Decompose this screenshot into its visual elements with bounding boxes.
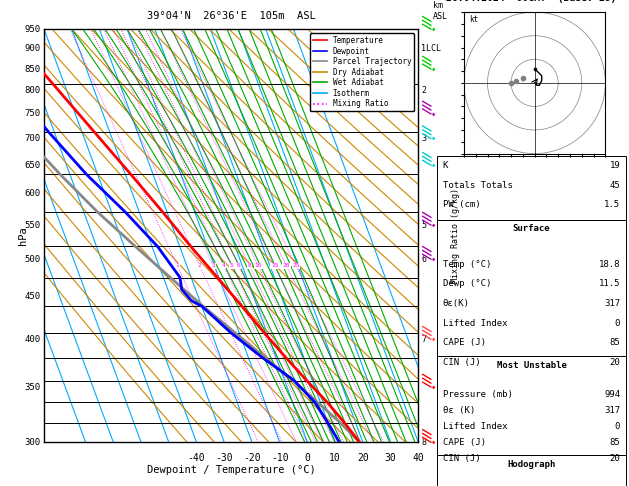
Text: 3: 3 — [212, 263, 216, 268]
Text: -10: -10 — [271, 453, 289, 463]
Text: K: K — [443, 161, 448, 170]
Text: 10: 10 — [329, 453, 341, 463]
Text: 85: 85 — [610, 338, 620, 347]
Text: 650: 650 — [24, 161, 40, 170]
Text: -20: -20 — [243, 453, 261, 463]
Text: 45: 45 — [610, 180, 620, 190]
Text: 550: 550 — [24, 221, 40, 229]
Text: 10: 10 — [255, 263, 262, 268]
Text: 18.8: 18.8 — [599, 260, 620, 269]
Text: ◆: ◆ — [432, 67, 436, 71]
Text: km
ASL: km ASL — [433, 1, 448, 21]
Text: ◆: ◆ — [432, 111, 436, 116]
Text: Totals Totals: Totals Totals — [443, 180, 513, 190]
Text: Pressure (mb): Pressure (mb) — [443, 390, 513, 399]
Text: 8: 8 — [248, 263, 252, 268]
Text: Mixing Ratio (g/kg): Mixing Ratio (g/kg) — [451, 188, 460, 283]
Text: kt: kt — [469, 15, 478, 24]
Text: 8: 8 — [421, 438, 426, 447]
Text: 900: 900 — [24, 44, 40, 53]
Text: 0: 0 — [615, 319, 620, 328]
Text: Lifted Index: Lifted Index — [443, 422, 508, 431]
Text: 39°04'N  26°36'E  105m  ASL: 39°04'N 26°36'E 105m ASL — [147, 11, 316, 21]
Text: 20: 20 — [283, 263, 290, 268]
Text: 20: 20 — [610, 358, 620, 367]
Text: θε (K): θε (K) — [443, 406, 475, 415]
Text: Hodograph: Hodograph — [508, 460, 555, 469]
Text: 5: 5 — [421, 221, 426, 229]
Text: 500: 500 — [24, 255, 40, 264]
Text: 0: 0 — [304, 453, 310, 463]
Text: Surface: Surface — [513, 225, 550, 233]
Text: ◆: ◆ — [432, 440, 436, 445]
Text: 6: 6 — [237, 263, 240, 268]
Text: 4: 4 — [222, 263, 226, 268]
Text: hPa: hPa — [18, 226, 28, 245]
Text: 5: 5 — [230, 263, 234, 268]
Text: Dewp (°C): Dewp (°C) — [443, 279, 491, 288]
Text: 30: 30 — [385, 453, 396, 463]
Text: ◆: ◆ — [432, 384, 436, 389]
Text: Most Unstable: Most Unstable — [496, 361, 567, 370]
Text: θε(K): θε(K) — [443, 299, 470, 308]
Text: Lifted Index: Lifted Index — [443, 319, 508, 328]
Text: 750: 750 — [24, 109, 40, 119]
Text: 11.5: 11.5 — [599, 279, 620, 288]
Text: 350: 350 — [24, 382, 40, 392]
Text: Dewpoint / Temperature (°C): Dewpoint / Temperature (°C) — [147, 465, 316, 475]
Text: 85: 85 — [610, 438, 620, 447]
Text: 1: 1 — [175, 263, 179, 268]
Text: ◆: ◆ — [432, 27, 436, 32]
Text: CIN (J): CIN (J) — [443, 454, 481, 463]
Text: 317: 317 — [604, 299, 620, 308]
Text: CAPE (J): CAPE (J) — [443, 338, 486, 347]
Text: ◆: ◆ — [432, 136, 436, 141]
Text: CAPE (J): CAPE (J) — [443, 438, 486, 447]
Text: 7: 7 — [421, 335, 426, 344]
Text: ⚡: ⚡ — [513, 81, 516, 86]
Text: ◆: ◆ — [432, 337, 436, 342]
Text: 19: 19 — [610, 161, 620, 170]
Text: ◆: ◆ — [432, 223, 436, 227]
Text: Temp (°C): Temp (°C) — [443, 260, 491, 269]
Text: ◆: ◆ — [432, 163, 436, 168]
Text: 20: 20 — [357, 453, 369, 463]
Text: 2: 2 — [198, 263, 202, 268]
Text: 600: 600 — [24, 190, 40, 198]
Text: ⚡: ⚡ — [521, 79, 524, 84]
Text: 1LCL: 1LCL — [421, 44, 442, 53]
Text: 6: 6 — [421, 255, 426, 264]
Text: 26.04.2024  00GMT  (Base: 18): 26.04.2024 00GMT (Base: 18) — [447, 0, 616, 3]
Text: 40: 40 — [413, 453, 424, 463]
Text: 300: 300 — [24, 438, 40, 447]
Text: ◆: ◆ — [432, 257, 436, 261]
Text: ⚡: ⚡ — [509, 84, 512, 88]
Legend: Temperature, Dewpoint, Parcel Trajectory, Dry Adiabat, Wet Adiabat, Isotherm, Mi: Temperature, Dewpoint, Parcel Trajectory… — [310, 33, 415, 111]
Text: 850: 850 — [24, 65, 40, 73]
Text: 317: 317 — [604, 406, 620, 415]
Text: -40: -40 — [187, 453, 205, 463]
Text: 15: 15 — [271, 263, 278, 268]
Text: 450: 450 — [24, 293, 40, 301]
Text: -30: -30 — [215, 453, 233, 463]
Text: 700: 700 — [24, 134, 40, 143]
Text: CIN (J): CIN (J) — [443, 358, 481, 367]
Text: 1.5: 1.5 — [604, 200, 620, 209]
Text: 994: 994 — [604, 390, 620, 399]
Text: 2: 2 — [421, 86, 426, 95]
Text: 25: 25 — [292, 263, 300, 268]
Text: PW (cm): PW (cm) — [443, 200, 481, 209]
Text: 20: 20 — [610, 454, 620, 463]
Text: 400: 400 — [24, 335, 40, 344]
Text: 0: 0 — [615, 422, 620, 431]
Text: 800: 800 — [24, 86, 40, 95]
Text: 3: 3 — [421, 134, 426, 143]
Text: 950: 950 — [24, 25, 40, 34]
